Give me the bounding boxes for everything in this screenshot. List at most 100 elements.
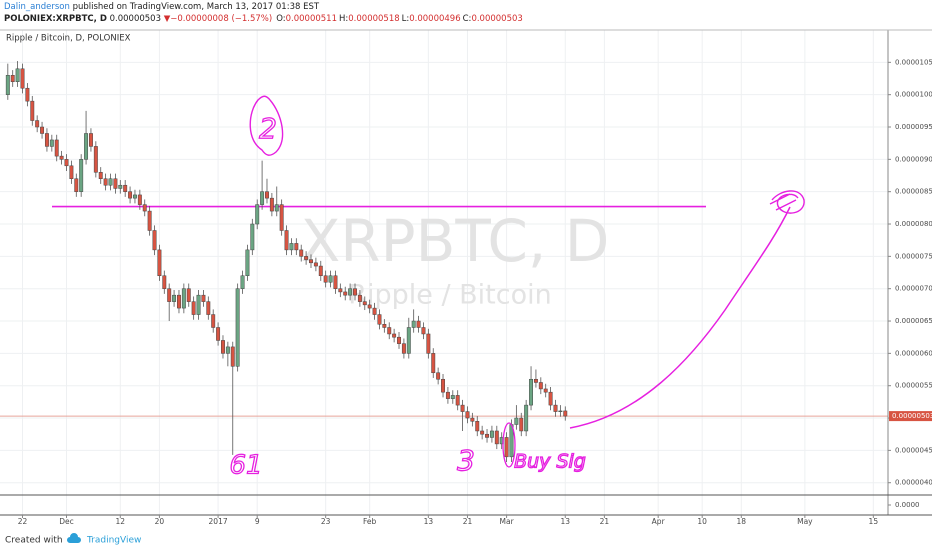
candle-body — [519, 417, 524, 432]
candle-body — [465, 411, 470, 419]
annotation: 3 — [457, 444, 475, 477]
candle-body — [167, 288, 172, 302]
x-tick-label: May — [797, 517, 813, 526]
candle-body — [10, 75, 15, 82]
candle-body — [5, 75, 10, 95]
ohlc-label: H: — [339, 14, 348, 24]
ohlc-value: 0.00000496 — [409, 14, 460, 24]
candle-body — [93, 146, 98, 173]
candle-body — [485, 433, 489, 438]
watermark: XRPBTC, D — [301, 207, 610, 275]
ohlc-label: O: — [276, 14, 285, 24]
footer-created: Created with — [5, 536, 63, 546]
candle-body — [289, 243, 294, 251]
candle-body — [230, 346, 235, 367]
candle-body — [377, 314, 382, 325]
candle-body — [543, 388, 548, 393]
candle-body — [274, 204, 279, 212]
candle-body — [333, 275, 338, 289]
candle-body — [30, 100, 35, 121]
candle-body — [524, 404, 529, 432]
candle-body — [514, 417, 519, 425]
candle-body — [397, 336, 401, 344]
footer-logo — [67, 533, 81, 543]
candle-body — [441, 378, 445, 393]
change: −0.00000008 (−1.57%) — [170, 14, 272, 24]
x-tick-label: Mar — [500, 517, 515, 526]
candle-body — [128, 191, 133, 199]
annotation: 2 — [259, 112, 277, 145]
drawn-scribble — [769, 190, 805, 214]
candle-body — [421, 327, 426, 335]
author[interactable]: Dalin_anderson — [4, 2, 70, 12]
x-tick-label: 20 — [155, 517, 165, 526]
candle-body — [343, 291, 348, 296]
candle-body — [162, 275, 167, 289]
x-tick-label: 9 — [255, 517, 260, 526]
candle-body — [357, 294, 362, 302]
x-tick-label: 13 — [424, 517, 434, 526]
watermark-subtitle: Ripple / Bitcoin — [348, 280, 552, 311]
candle-body — [353, 288, 357, 296]
footer-brand[interactable]: TradingView — [86, 536, 141, 546]
candle-body — [553, 404, 558, 412]
candle-body — [181, 288, 186, 309]
candle-body — [362, 301, 367, 306]
candle-body — [475, 421, 480, 432]
candle-body — [406, 327, 411, 354]
last-price-label: 0.00000503 — [892, 412, 932, 420]
candle-body — [450, 395, 455, 399]
candle-body — [206, 301, 211, 315]
candle-body — [152, 230, 157, 251]
candle-body — [191, 301, 196, 315]
x-tick-label: 18 — [737, 517, 747, 526]
candle-body — [260, 191, 265, 205]
candle-body — [304, 256, 309, 260]
candle-body — [445, 391, 450, 399]
arrow: ▼ — [164, 14, 171, 24]
x-tick-label: 10 — [697, 517, 707, 526]
candle-body — [84, 133, 89, 160]
header-line-1: Dalin_anderson published on TradingView.… — [4, 2, 320, 12]
candle-body — [411, 320, 416, 328]
candle-body — [49, 139, 54, 147]
x-tick-label: 21 — [600, 517, 610, 526]
x-tick-label: 15 — [869, 517, 879, 526]
candle-body — [431, 353, 436, 374]
candle-body — [284, 230, 289, 251]
candle-body — [279, 204, 284, 231]
candle-body — [211, 314, 216, 328]
candle-body — [25, 87, 30, 102]
x-tick-label: Dec — [59, 517, 74, 526]
candle-body — [470, 417, 475, 422]
candle-body — [40, 126, 45, 134]
ohlc-value: 0.00000503 — [471, 14, 522, 24]
header-line-2: POLONIEX:XRPBTC, D 0.00000503 ▼−0.000000… — [4, 14, 523, 24]
candle-body — [240, 275, 245, 289]
candle-body — [147, 210, 152, 231]
x-tick-label: Feb — [363, 517, 377, 526]
candle-body — [529, 378, 534, 406]
candle-body — [113, 178, 118, 189]
candle-body — [489, 430, 494, 438]
candle-body — [294, 243, 299, 251]
candle-body — [328, 275, 333, 283]
candle-body — [142, 204, 147, 212]
candle-body — [79, 159, 84, 192]
candle-body — [98, 172, 103, 179]
candle-body — [480, 430, 485, 435]
candle-body — [64, 159, 69, 167]
x-tick-label: Apr — [652, 517, 666, 526]
candle-body — [309, 259, 313, 264]
candle-body — [74, 178, 79, 192]
